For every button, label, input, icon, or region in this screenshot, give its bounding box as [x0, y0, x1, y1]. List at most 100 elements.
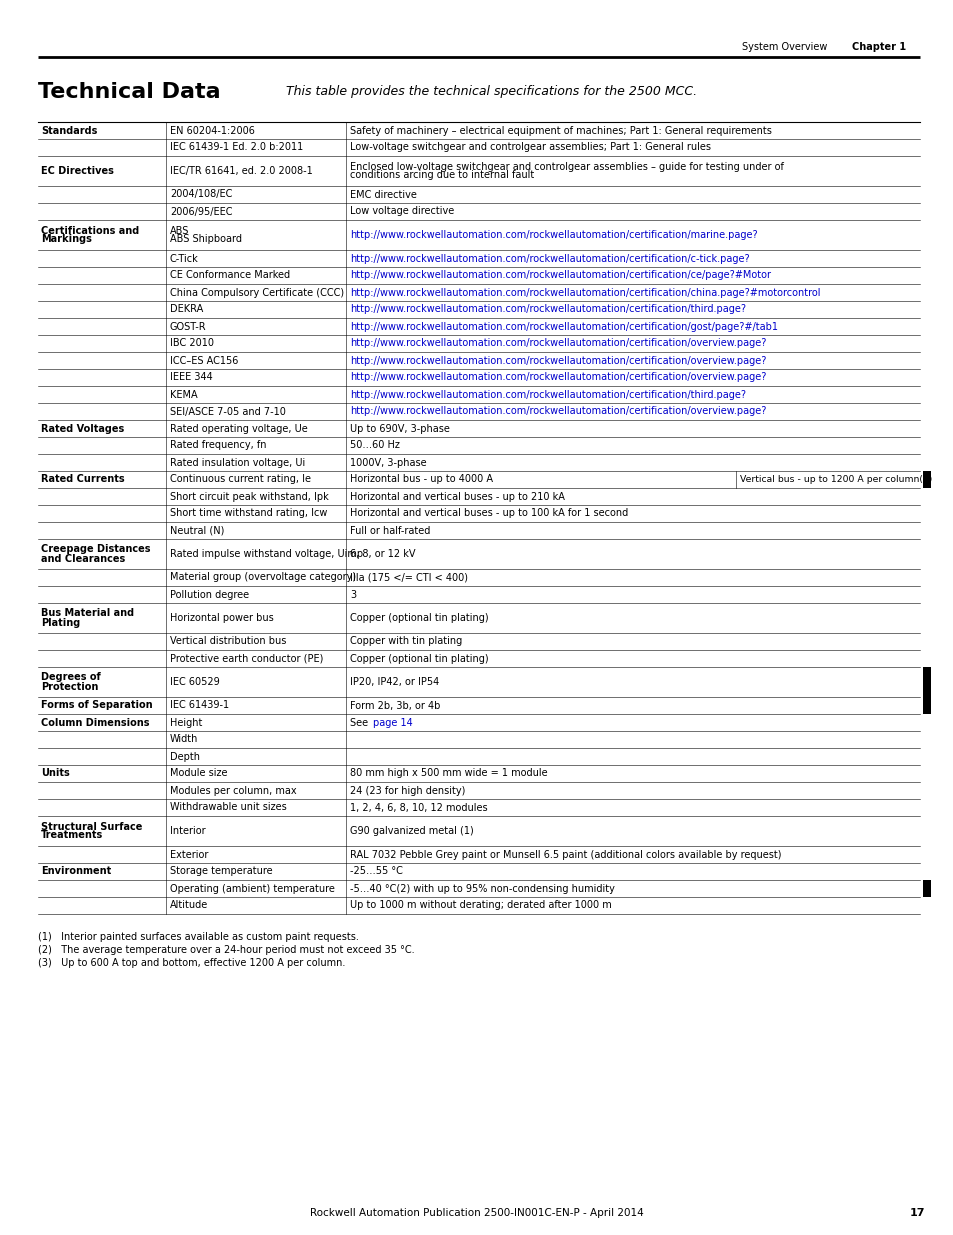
- Text: Copper (optional tin plating): Copper (optional tin plating): [350, 613, 488, 622]
- Text: IIIa (175 </= CTI < 400): IIIa (175 </= CTI < 400): [350, 573, 468, 583]
- Text: G90 galvanized metal (1): G90 galvanized metal (1): [350, 826, 474, 836]
- Text: 3: 3: [350, 589, 355, 599]
- Text: Structural Surface: Structural Surface: [41, 821, 142, 831]
- Text: Horizontal power bus: Horizontal power bus: [170, 613, 274, 622]
- Text: Withdrawable unit sizes: Withdrawable unit sizes: [170, 803, 287, 813]
- Text: Module size: Module size: [170, 768, 227, 778]
- Text: Material group (overvoltage category): Material group (overvoltage category): [170, 573, 355, 583]
- Text: EN 60204-1:2006: EN 60204-1:2006: [170, 126, 254, 136]
- Text: Creepage Distances: Creepage Distances: [41, 545, 151, 555]
- Text: Plating: Plating: [41, 618, 80, 627]
- Text: Pollution degree: Pollution degree: [170, 589, 249, 599]
- Text: (3)   Up to 600 A top and bottom, effective 1200 A per column.: (3) Up to 600 A top and bottom, effectiv…: [38, 958, 345, 968]
- Text: Continuous current rating, Ie: Continuous current rating, Ie: [170, 474, 311, 484]
- Text: Horizontal and vertical buses - up to 100 kA for 1 second: Horizontal and vertical buses - up to 10…: [350, 509, 628, 519]
- Text: Rated impulse withstand voltage, Uimp: Rated impulse withstand voltage, Uimp: [170, 550, 363, 559]
- Text: http://www.rockwellautomation.com/rockwellautomation/certification/c-tick.page?: http://www.rockwellautomation.com/rockwe…: [350, 253, 749, 263]
- Text: http://www.rockwellautomation.com/rockwellautomation/certification/overview.page: http://www.rockwellautomation.com/rockwe…: [350, 356, 765, 366]
- Text: 2006/95/EEC: 2006/95/EEC: [170, 206, 233, 216]
- Text: Rated frequency, fn: Rated frequency, fn: [170, 441, 266, 451]
- Text: EMC directive: EMC directive: [350, 189, 416, 200]
- Text: http://www.rockwellautomation.com/rockwellautomation/certification/gost/page?#/t: http://www.rockwellautomation.com/rockwe…: [350, 321, 778, 331]
- Text: Low-voltage switchgear and controlgear assemblies; Part 1: General rules: Low-voltage switchgear and controlgear a…: [350, 142, 710, 152]
- Text: (1)   Interior painted surfaces available as custom paint requests.: (1) Interior painted surfaces available …: [38, 932, 358, 942]
- Text: Enclosed low-voltage switchgear and controlgear assemblies – guide for testing u: Enclosed low-voltage switchgear and cont…: [350, 162, 783, 172]
- Text: http://www.rockwellautomation.com/rockwellautomation/certification/marine.page?: http://www.rockwellautomation.com/rockwe…: [350, 230, 757, 240]
- Text: Interior: Interior: [170, 826, 206, 836]
- Text: C-Tick: C-Tick: [170, 253, 198, 263]
- Text: System Overview: System Overview: [741, 42, 826, 52]
- Text: IBC 2010: IBC 2010: [170, 338, 213, 348]
- Text: (2)   The average temperature over a 24-hour period must not exceed 35 °C.: (2) The average temperature over a 24-ho…: [38, 945, 415, 955]
- Text: http://www.rockwellautomation.com/rockwellautomation/certification/overview.page: http://www.rockwellautomation.com/rockwe…: [350, 406, 765, 416]
- Text: Technical Data: Technical Data: [38, 82, 220, 103]
- Text: 17: 17: [908, 1208, 924, 1218]
- Text: IEEE 344: IEEE 344: [170, 373, 213, 383]
- Text: -5…40 °C(2) with up to 95% non-condensing humidity: -5…40 °C(2) with up to 95% non-condensin…: [350, 883, 615, 893]
- Text: http://www.rockwellautomation.com/rockwellautomation/certification/ce/page?#Moto: http://www.rockwellautomation.com/rockwe…: [350, 270, 770, 280]
- Text: and Clearances: and Clearances: [41, 553, 125, 563]
- Text: Protection: Protection: [41, 682, 98, 692]
- Text: Chapter 1: Chapter 1: [851, 42, 905, 52]
- Text: ABS: ABS: [170, 226, 190, 236]
- Text: China Compulsory Certificate (CCC): China Compulsory Certificate (CCC): [170, 288, 344, 298]
- Text: 50…60 Hz: 50…60 Hz: [350, 441, 399, 451]
- Text: Certifications and: Certifications and: [41, 226, 139, 236]
- Text: See: See: [350, 718, 371, 727]
- Text: IEC 60529: IEC 60529: [170, 677, 219, 687]
- Text: Rated Voltages: Rated Voltages: [41, 424, 124, 433]
- Text: page 14: page 14: [373, 718, 413, 727]
- Text: Neutral (N): Neutral (N): [170, 526, 224, 536]
- Text: ABS Shipboard: ABS Shipboard: [170, 235, 242, 245]
- Text: http://www.rockwellautomation.com/rockwellautomation/certification/overview.page: http://www.rockwellautomation.com/rockwe…: [350, 373, 765, 383]
- Text: Modules per column, max: Modules per column, max: [170, 785, 296, 795]
- Text: Protective earth conductor (PE): Protective earth conductor (PE): [170, 653, 323, 663]
- Text: EC Directives: EC Directives: [41, 165, 113, 177]
- Text: 2004/108/EC: 2004/108/EC: [170, 189, 233, 200]
- Text: Width: Width: [170, 735, 198, 745]
- Text: -25…55 °C: -25…55 °C: [350, 867, 402, 877]
- Text: This table provides the technical specifications for the 2500 MCC.: This table provides the technical specif…: [286, 85, 697, 99]
- Text: Copper (optional tin plating): Copper (optional tin plating): [350, 653, 488, 663]
- Text: Safety of machinery – electrical equipment of machines; Part 1: General requirem: Safety of machinery – electrical equipme…: [350, 126, 771, 136]
- Text: 80 mm high x 500 mm wide = 1 module: 80 mm high x 500 mm wide = 1 module: [350, 768, 547, 778]
- Text: Forms of Separation: Forms of Separation: [41, 700, 152, 710]
- Text: DEKRA: DEKRA: [170, 305, 203, 315]
- Text: Column Dimensions: Column Dimensions: [41, 718, 150, 727]
- Text: conditions arcing due to internal fault: conditions arcing due to internal fault: [350, 170, 534, 180]
- Bar: [923, 471, 930, 488]
- Text: Rated Currents: Rated Currents: [41, 474, 125, 484]
- Bar: [923, 697, 930, 714]
- Text: 24 (23 for high density): 24 (23 for high density): [350, 785, 465, 795]
- Text: Horizontal and vertical buses - up to 210 kA: Horizontal and vertical buses - up to 21…: [350, 492, 564, 501]
- Text: Altitude: Altitude: [170, 900, 208, 910]
- Text: Rated operating voltage, Ue: Rated operating voltage, Ue: [170, 424, 308, 433]
- Text: Exterior: Exterior: [170, 850, 208, 860]
- Text: http://www.rockwellautomation.com/rockwellautomation/certification/third.page?: http://www.rockwellautomation.com/rockwe…: [350, 305, 745, 315]
- Text: IEC/TR 61641, ed. 2.0 2008-1: IEC/TR 61641, ed. 2.0 2008-1: [170, 165, 313, 177]
- Text: Horizontal bus - up to 4000 A: Horizontal bus - up to 4000 A: [350, 474, 493, 484]
- Text: http://www.rockwellautomation.com/rockwellautomation/certification/overview.page: http://www.rockwellautomation.com/rockwe…: [350, 338, 765, 348]
- Text: Up to 1000 m without derating; derated after 1000 m: Up to 1000 m without derating; derated a…: [350, 900, 611, 910]
- Text: Short time withstand rating, Icw: Short time withstand rating, Icw: [170, 509, 327, 519]
- Text: Full or half-rated: Full or half-rated: [350, 526, 430, 536]
- Text: IEC 61439-1 Ed. 2.0 b:2011: IEC 61439-1 Ed. 2.0 b:2011: [170, 142, 303, 152]
- Text: Environment: Environment: [41, 867, 112, 877]
- Text: IP20, IP42, or IP54: IP20, IP42, or IP54: [350, 677, 438, 687]
- Text: Vertical distribution bus: Vertical distribution bus: [170, 636, 286, 646]
- Text: CE Conformance Marked: CE Conformance Marked: [170, 270, 290, 280]
- Text: Degrees of: Degrees of: [41, 673, 101, 683]
- Text: IEC 61439-1: IEC 61439-1: [170, 700, 229, 710]
- Text: Standards: Standards: [41, 126, 97, 136]
- Text: Short circuit peak withstand, Ipk: Short circuit peak withstand, Ipk: [170, 492, 329, 501]
- Text: 1, 2, 4, 6, 8, 10, 12 modules: 1, 2, 4, 6, 8, 10, 12 modules: [350, 803, 487, 813]
- Text: Depth: Depth: [170, 752, 200, 762]
- Text: Rockwell Automation Publication 2500-IN001C-EN-P - April 2014: Rockwell Automation Publication 2500-IN0…: [310, 1208, 643, 1218]
- Text: Copper with tin plating: Copper with tin plating: [350, 636, 462, 646]
- Text: http://www.rockwellautomation.com/rockwellautomation/certification/third.page?: http://www.rockwellautomation.com/rockwe…: [350, 389, 745, 399]
- Text: GOST-R: GOST-R: [170, 321, 207, 331]
- Text: Markings: Markings: [41, 235, 91, 245]
- Text: ICC–ES AC156: ICC–ES AC156: [170, 356, 238, 366]
- Text: Vertical bus - up to 1200 A per column(3): Vertical bus - up to 1200 A per column(3…: [740, 475, 931, 484]
- Text: Up to 690V, 3-phase: Up to 690V, 3-phase: [350, 424, 450, 433]
